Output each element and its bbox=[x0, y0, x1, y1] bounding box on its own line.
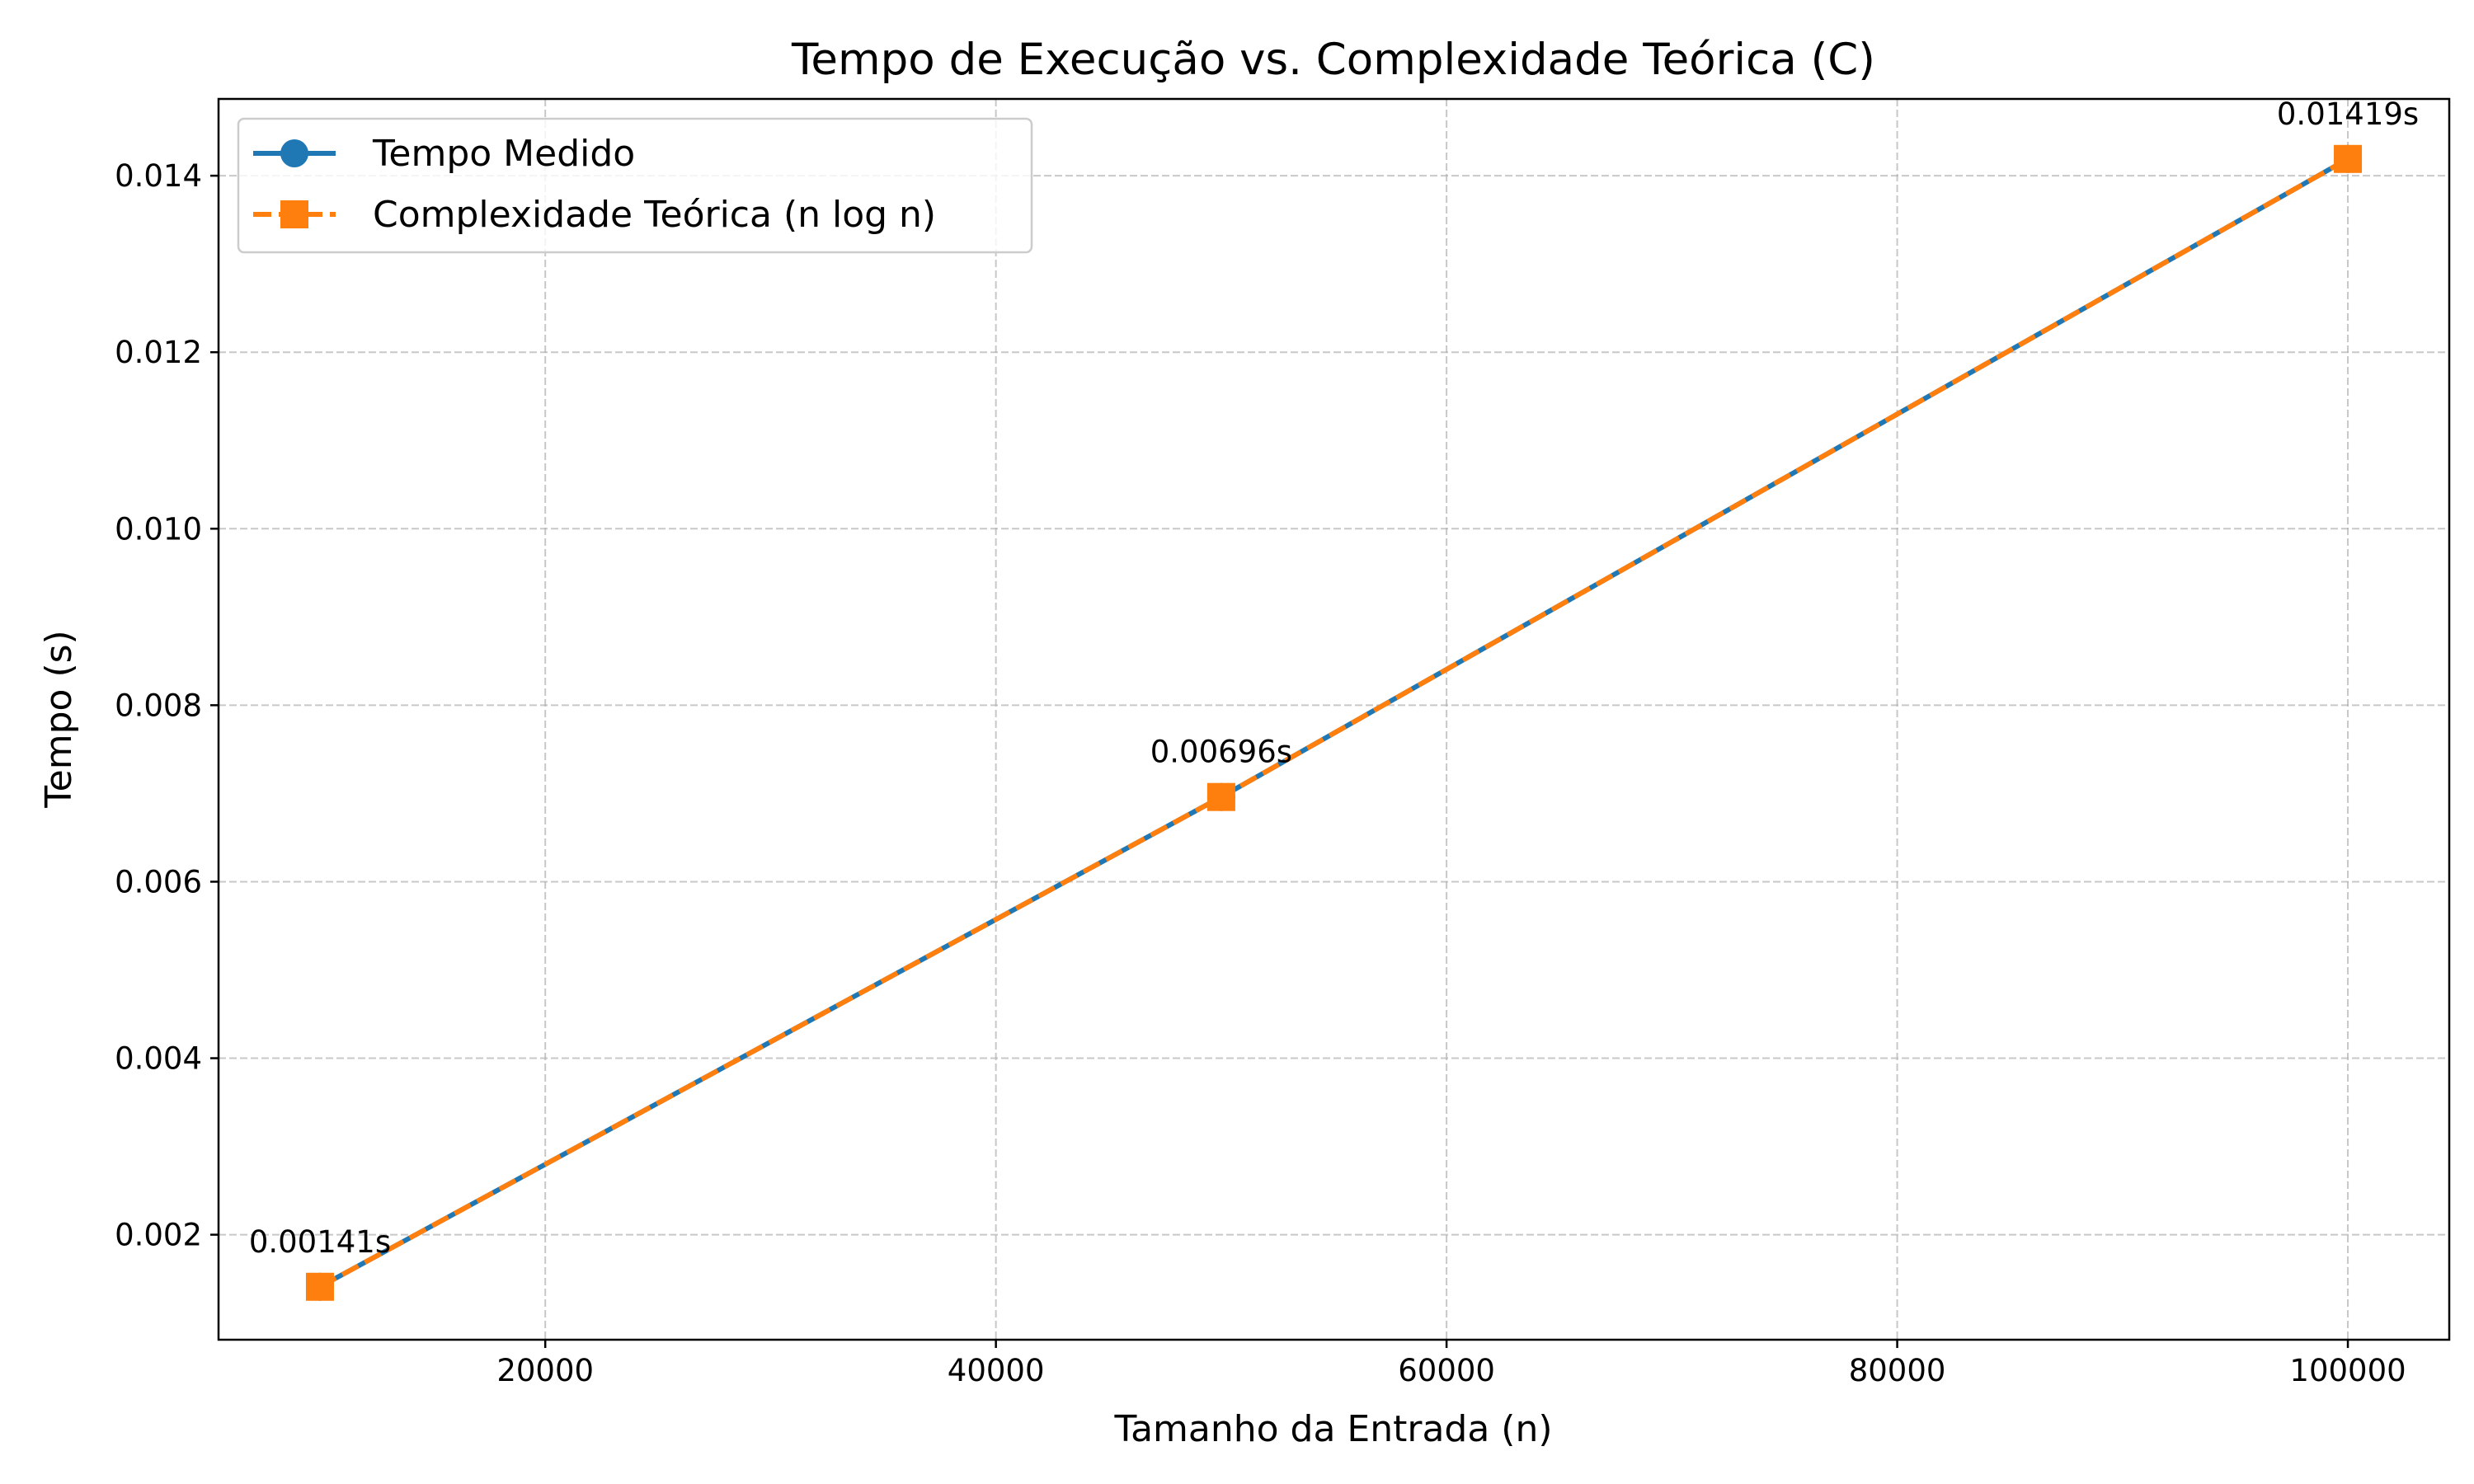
legend-label-2: Complexidade Teórica (n log n) bbox=[373, 194, 936, 236]
legend: Tempo Medido Complexidade Teórica (n log … bbox=[237, 117, 1033, 254]
x-tick-label: 100000 bbox=[2289, 1353, 2406, 1388]
chart-title: Tempo de Execução vs. Complexidade Teóri… bbox=[791, 35, 1875, 85]
legend-marker-2 bbox=[280, 200, 308, 228]
x-tick-label: 60000 bbox=[1398, 1353, 1495, 1388]
data-labels: 0.00141s 0.00696s 0.01419s bbox=[249, 96, 2419, 1260]
x-tick-label: 20000 bbox=[496, 1353, 594, 1388]
x-axis-ticks: 20000 40000 60000 80000 100000 bbox=[496, 1340, 2406, 1388]
x-tick-label: 40000 bbox=[948, 1353, 1045, 1388]
y-tick-label: 0.012 bbox=[115, 335, 202, 370]
legend-frame bbox=[237, 117, 1033, 254]
legend-label-1: Tempo Medido bbox=[372, 133, 635, 175]
data-label: 0.01419s bbox=[2277, 96, 2419, 132]
y-tick-label: 0.010 bbox=[115, 511, 202, 547]
series-layer bbox=[305, 144, 2363, 1301]
data-label: 0.00141s bbox=[249, 1224, 391, 1260]
plot-frame bbox=[217, 97, 2451, 1341]
x-axis-title: Tamanho da Entrada (n) bbox=[1113, 1408, 1552, 1450]
series-2-point bbox=[305, 1272, 334, 1301]
legend-marker-1 bbox=[280, 139, 308, 167]
y-tick-label: 0.006 bbox=[115, 864, 202, 899]
y-tick-label: 0.004 bbox=[115, 1041, 202, 1077]
y-axis-ticks: 0.002 0.004 0.006 0.008 0.010 0.012 0.014 bbox=[115, 158, 219, 1253]
y-tick-label: 0.008 bbox=[115, 688, 202, 723]
legend-entries: Tempo Medido Complexidade Teórica (n log … bbox=[253, 133, 936, 236]
plot-area: 0.00141s 0.00696s 0.01419s bbox=[217, 96, 2451, 1341]
data-label: 0.00696s bbox=[1150, 735, 1292, 770]
series-2-point bbox=[1206, 782, 1235, 811]
y-tick-label: 0.002 bbox=[115, 1218, 202, 1253]
series-2-point bbox=[2334, 144, 2363, 173]
y-tick-label: 0.014 bbox=[115, 158, 202, 194]
y-axis-title: Tempo (s) bbox=[38, 630, 80, 808]
plot-background bbox=[219, 99, 2449, 1340]
x-tick-label: 80000 bbox=[1849, 1353, 1946, 1388]
